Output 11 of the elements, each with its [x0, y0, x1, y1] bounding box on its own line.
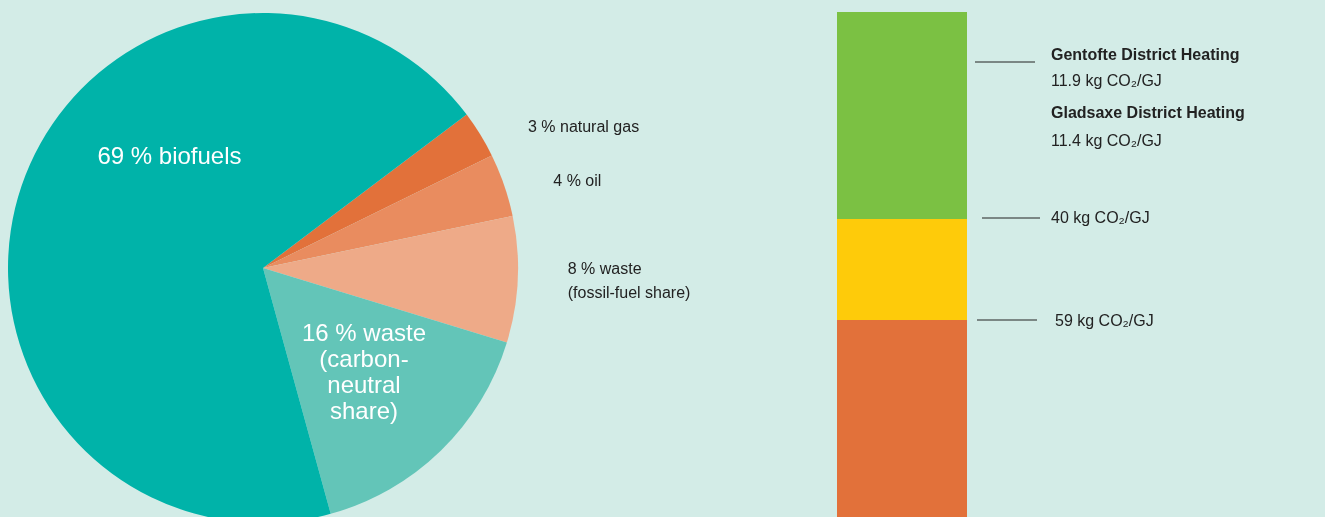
text: 59 kg CO₂/GJ: [1055, 311, 1154, 329]
slice-label: 69 % biofuels: [97, 142, 242, 170]
text: 11.9 kg CO₂/GJ: [1051, 71, 1162, 89]
slice-label: 16 % waste (carbon- neutral share): [301, 319, 427, 425]
slice-label: 8 % waste (fossil-fuel share): [567, 259, 691, 301]
slice-label: 3 % natural gas: [527, 118, 640, 136]
text: 11.4 kg CO₂/GJ: [1051, 131, 1162, 149]
text: 40 kg CO₂/GJ: [1051, 208, 1150, 226]
slice-label: 4 % oil: [553, 171, 602, 189]
text: Gentofte District Heating: [1051, 45, 1240, 63]
text: Gladsaxe District Heating: [1051, 103, 1245, 121]
